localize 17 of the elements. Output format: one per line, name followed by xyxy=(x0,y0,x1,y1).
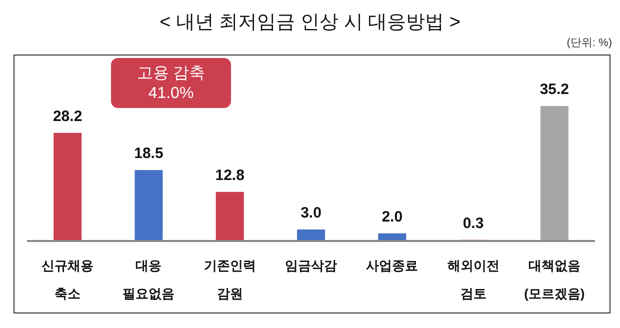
x-tick-label: 대응 필요없음 xyxy=(122,258,175,301)
data-label: 0.3 xyxy=(462,214,484,232)
data-label: 28.2 xyxy=(52,108,82,125)
x-tick-label: 임금삭감 xyxy=(285,258,337,273)
data-label: 35.2 xyxy=(540,81,570,98)
x-tick-label: 대책없음 (모르겠음) xyxy=(524,258,585,301)
data-label: 3.0 xyxy=(300,204,322,222)
x-tick-label: 기존인력 감원 xyxy=(204,258,256,301)
x-tick-label: 신규채용 축소 xyxy=(42,258,94,301)
data-label: 2.0 xyxy=(382,208,403,226)
x-tick-label: 사업종료 xyxy=(366,258,418,273)
note-box: 고용 감축 41.0% xyxy=(111,58,231,108)
chart-title: < 내년 최저임금 인상 시 대응방법 > xyxy=(160,12,460,33)
data-label: 18.5 xyxy=(134,145,164,162)
x-tick-label: 해외이전 검토 xyxy=(447,258,500,301)
data-label: 12.8 xyxy=(215,166,244,184)
text: (단위: %) xyxy=(566,37,612,49)
